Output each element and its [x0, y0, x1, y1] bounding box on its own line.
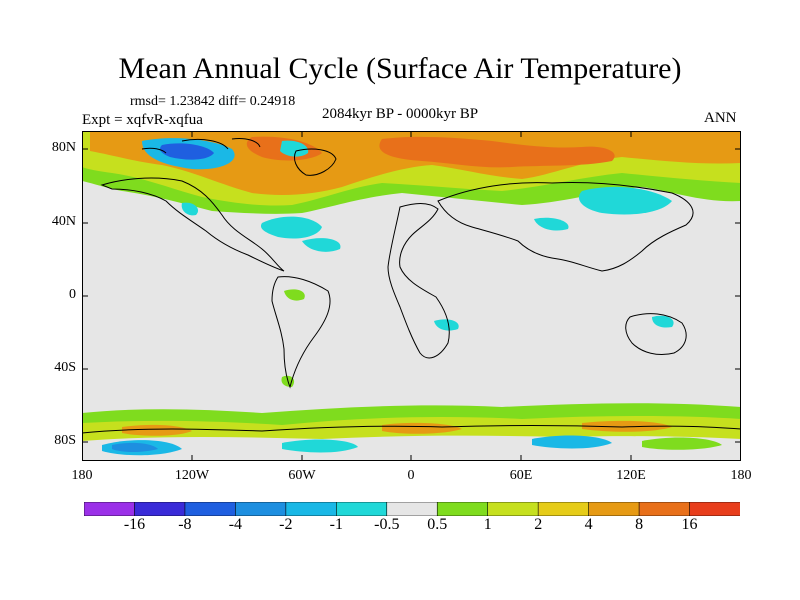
africa-cool-patch [434, 319, 459, 331]
greenland-coast [293, 148, 337, 176]
colorbar-swatch [436, 502, 489, 516]
colorbar-label: -1 [329, 516, 343, 533]
colorbar-label: 1 [483, 516, 492, 533]
arctic-islands-coast [141, 138, 261, 154]
nh-red-region [379, 136, 615, 168]
pacific-cool-patch [578, 186, 672, 215]
colorbar-swatch [184, 502, 237, 516]
europe-africa-coast [387, 203, 450, 359]
colorbar-label: -16 [123, 516, 146, 533]
colorbar-label: 2 [534, 516, 543, 533]
colorbar-swatch [537, 502, 590, 516]
colorbar-swatch [487, 502, 539, 516]
colorbar-label: -4 [228, 516, 243, 533]
colorbar-swatch [336, 502, 388, 516]
lat-tick-label: 40S [54, 360, 76, 375]
nh-teal-patch-greenland [280, 140, 309, 157]
coastlines [82, 138, 741, 434]
colorbar-label: -8 [178, 516, 192, 533]
lon-tick-label: 60E [509, 468, 533, 483]
asia-coast [437, 181, 694, 272]
colorbar-label: 4 [584, 516, 593, 533]
temperature-anomaly-map [82, 131, 741, 461]
atlantic-cool-patch-2 [181, 202, 199, 216]
pacific-cool-patch-2 [534, 217, 569, 231]
sh-orange-patches [122, 420, 672, 436]
antarctica-cool-4 [532, 435, 612, 449]
period-label: 2084kyr BP - 0000kyr BP [322, 106, 479, 122]
lat-tick-label: 80N [51, 140, 76, 155]
lon-tick-label: 120W [174, 468, 210, 483]
atlantic-cool-patch [260, 216, 322, 239]
antarctica-green-1 [642, 437, 722, 450]
colorbar-swatch [689, 502, 740, 516]
colorbar-swatch [638, 502, 691, 516]
colorbar-label: 8 [635, 516, 644, 533]
colorbar-label: -2 [279, 516, 293, 533]
caribbean-cool-patch [302, 238, 341, 252]
season-label: ANN [704, 110, 737, 126]
colorbar-label: 16 [681, 516, 698, 533]
antarctica-coast [82, 425, 741, 434]
australia-coast [625, 313, 687, 356]
lon-tick-label: 0 [407, 468, 415, 483]
australia-cool-patch [652, 315, 674, 328]
colorbar-swatch [285, 502, 338, 516]
lon-tick-label: 180 [730, 468, 752, 483]
antarctica-cool-3 [282, 439, 358, 453]
lat-tick-label: 80S [54, 433, 76, 448]
lon-tick-label: 180 [71, 468, 93, 483]
antarctica-cool-2 [112, 442, 158, 452]
axis-ticks [82, 131, 741, 461]
lon-tick-label: 120E [616, 468, 646, 483]
rmsd-diff-stats: rmsd= 1.23842 diff= 0.24918 [130, 94, 296, 109]
colorbar-swatch [235, 502, 287, 516]
experiment-label: Expt = xqfvR-xqfua [82, 112, 203, 128]
nh-blue-patch-canada [160, 143, 214, 160]
north-america-coast [100, 177, 285, 272]
lat-tick-label: 40N [51, 214, 76, 229]
colorbar-swatch [386, 502, 439, 516]
colorbar-label: -0.5 [374, 516, 400, 533]
colorbar-swatch [588, 502, 640, 516]
colorbar-swatch [134, 502, 186, 516]
lat-tick-label: 0 [69, 287, 76, 302]
colorbar [84, 502, 740, 516]
colorbar-label: 0.5 [427, 516, 448, 533]
lon-tick-label: 60W [288, 468, 316, 483]
colorbar-swatch [84, 502, 136, 516]
south-america-coast [271, 276, 331, 389]
figure-title: Mean Annual Cycle (Surface Air Temperatu… [118, 52, 682, 85]
amazon-green-patch [284, 289, 305, 301]
